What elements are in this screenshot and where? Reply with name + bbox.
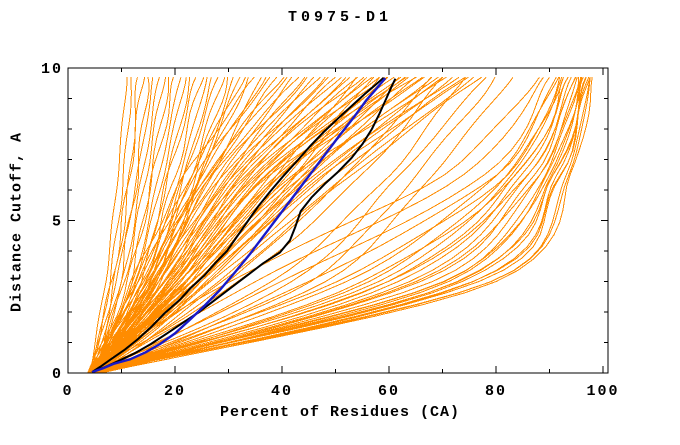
- decoy-curve: [87, 76, 407, 374]
- decoy-curve: [98, 76, 482, 374]
- decoy-curve: [101, 77, 580, 374]
- decoy-curve: [101, 77, 583, 374]
- decoy-curve: [90, 76, 569, 374]
- x-tick-label: 80: [485, 383, 507, 400]
- decoy-curve: [90, 77, 581, 374]
- decoy-curve: [93, 76, 467, 374]
- decoy-curve: [88, 77, 128, 374]
- decoy-curve: [89, 76, 373, 374]
- decoy-curve: [100, 76, 368, 374]
- axis-ticks: [67, 67, 608, 374]
- chart-title: T0975-D1: [287, 9, 392, 26]
- decoy-curve: [91, 77, 582, 374]
- decoy-curve: [92, 77, 132, 374]
- model-curve-black-1: [91, 77, 385, 373]
- decoy-curve: [95, 76, 475, 374]
- y-tick-label: 5: [52, 214, 63, 231]
- decoy-curve: [98, 76, 557, 374]
- decoy-curve: [90, 76, 365, 374]
- decoy-curve: [101, 77, 564, 374]
- decoy-curve: [93, 76, 577, 374]
- decoy-curve: [89, 77, 154, 374]
- decoy-curve: [92, 76, 447, 374]
- decoy-curve: [89, 77, 174, 374]
- decoy-curve: [91, 76, 572, 374]
- decoy-curve: [90, 76, 351, 374]
- decoy-curve: [93, 76, 496, 374]
- model-curve-blue: [91, 77, 387, 374]
- y-tick-label: 0: [52, 366, 63, 383]
- decoy-curve: [97, 76, 466, 374]
- y-tick-label: 10: [41, 61, 63, 78]
- decoy-curve: [90, 76, 321, 374]
- x-axis-label: Percent of Residues (CA): [219, 404, 461, 421]
- decoy-curve: [95, 76, 544, 374]
- decoy-curve: [90, 76, 560, 374]
- decoy-curves: [87, 76, 593, 374]
- decoy-curve: [91, 76, 308, 374]
- decoy-curve: [98, 77, 150, 374]
- decoy-curve: [89, 76, 288, 374]
- decoy-curve: [88, 76, 460, 374]
- x-tick-label: 60: [378, 383, 400, 400]
- decoy-curve: [100, 76, 432, 374]
- tick-labels: 0 20 40 60 80 100 0 5 10: [41, 61, 619, 400]
- decoy-curve: [100, 77, 593, 374]
- decoy-curve: [93, 77, 160, 374]
- decoy-curve: [88, 76, 444, 374]
- y-axis-label: Distance Cutoff, A: [8, 131, 26, 313]
- x-tick-label: 0: [62, 383, 73, 400]
- decoy-curve: [93, 77, 182, 374]
- decoy-curve: [94, 76, 514, 374]
- decoy-curve: [90, 76, 278, 374]
- decoy-curve: [88, 76, 487, 374]
- decoy-curve: [92, 77, 591, 374]
- model-curve-black-2: [91, 78, 397, 374]
- decoy-curve: [91, 76, 255, 374]
- decoy-curve: [96, 77, 249, 374]
- decoy-curve: [91, 76, 469, 374]
- decoy-curve: [90, 76, 329, 374]
- decoy-curve: [88, 76, 395, 374]
- x-tick-label: 20: [164, 383, 186, 400]
- decoy-curve: [95, 76, 293, 374]
- decoy-curve: [93, 76, 425, 374]
- x-tick-label: 40: [271, 383, 293, 400]
- x-tick-label: 100: [586, 383, 619, 400]
